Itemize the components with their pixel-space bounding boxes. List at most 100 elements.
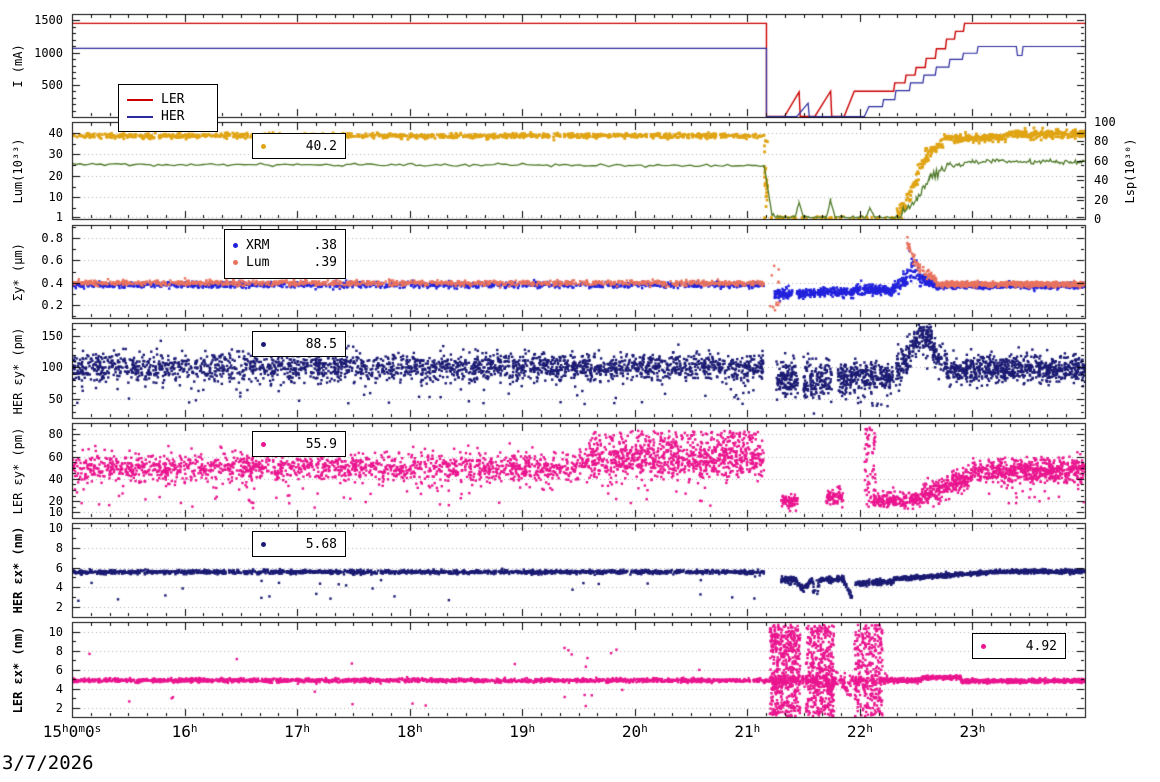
legend-label: HER xyxy=(161,109,185,124)
time-tick-text: 15 xyxy=(42,722,63,741)
time-unit-sup: h xyxy=(641,722,648,735)
legend-item: 4.92 xyxy=(981,639,1057,654)
y-tick-label: 0.8 xyxy=(41,231,63,246)
y2-axis-label: Lsp(10³⁰) xyxy=(1123,137,1137,204)
time-tick-text: 0 xyxy=(84,722,95,741)
legend-dot-icon xyxy=(261,541,266,547)
time-tick-text: 20 xyxy=(621,722,642,741)
time-unit-sup: s xyxy=(94,722,102,735)
legend-item: XRM .38 xyxy=(233,238,337,253)
y-tick-label: 1500 xyxy=(34,13,63,28)
y-axis-label: LER εy* (pm) xyxy=(11,427,25,514)
legend-her-ex: 5.68 xyxy=(252,531,346,557)
legend-value: 4.92 xyxy=(1025,638,1057,654)
y-tick-label: 20 xyxy=(48,168,63,183)
legend-line-icon xyxy=(127,115,153,118)
legend-item: 40.2 xyxy=(261,139,337,154)
legend-value: .39 xyxy=(313,255,337,270)
y2-tick-label: 80 xyxy=(1094,134,1109,149)
legend-dot-icon xyxy=(233,260,238,265)
legend-dot-icon xyxy=(981,643,986,649)
x-tick-label: 20h xyxy=(622,722,648,741)
time-unit-sup: m xyxy=(78,722,85,735)
y-tick-label: 10 xyxy=(48,624,63,639)
legend-luminosity: 40.2 xyxy=(252,133,346,159)
y-tick-label: 500 xyxy=(41,77,63,92)
time-tick-text: 17 xyxy=(284,722,304,741)
y-tick-label: 0.6 xyxy=(41,253,63,268)
y-tick-label: 50 xyxy=(48,392,63,406)
y-tick-label: 2 xyxy=(55,700,63,715)
legend-label: XRM xyxy=(246,238,270,253)
time-unit-sup: h xyxy=(978,722,986,735)
y-axis-label: HER εx* (nm) xyxy=(11,526,25,614)
legend-value: 88.5 xyxy=(305,336,337,352)
time-unit-sup: h xyxy=(190,722,198,735)
x-tick-label: 17h xyxy=(284,722,310,741)
y-tick-label: 6 xyxy=(55,662,63,677)
date-label: 3/7/2026 xyxy=(2,752,94,774)
time-unit-sup: h xyxy=(62,722,69,735)
legend-item: 55.9 xyxy=(261,437,337,452)
legend-dot-icon xyxy=(261,341,266,347)
y-tick-label: 4 xyxy=(55,681,63,696)
time-unit-sup: h xyxy=(753,722,761,735)
y-tick-label: 150 xyxy=(41,328,63,343)
y-tick-label: 8 xyxy=(55,540,63,555)
y-axis-label: Lum(10³³) xyxy=(11,137,25,204)
legend-item: Lum .39 xyxy=(233,255,337,270)
y-tick-label: 40 xyxy=(48,471,63,486)
legend-dot-icon xyxy=(261,143,266,149)
y-tick-label: 60 xyxy=(48,449,63,464)
legend-beam-current: LER HER xyxy=(118,84,218,132)
y2-tick-label: 0 xyxy=(1094,212,1102,226)
legend-line-icon xyxy=(127,98,153,101)
legend-value: 40.2 xyxy=(305,138,337,154)
y-tick-label: 6 xyxy=(55,560,63,575)
legend-dot-icon xyxy=(261,441,266,447)
legend-dot-icon xyxy=(233,243,238,248)
time-tick-text: 21 xyxy=(734,722,754,741)
y-tick-label: 0.4 xyxy=(41,275,63,290)
x-tick-label: 21h xyxy=(734,722,760,741)
time-tick-text: 0 xyxy=(68,722,79,741)
time-unit-sup: h xyxy=(303,722,311,735)
legend-label: Lum xyxy=(246,255,270,270)
legend-item: LER xyxy=(127,92,209,107)
y-tick-label: 10 xyxy=(48,505,63,520)
x-tick-label: 19h xyxy=(509,722,535,741)
y-tick-label: 30 xyxy=(48,147,63,162)
y-tick-label: 80 xyxy=(48,427,63,442)
time-tick-text: 22 xyxy=(846,722,867,741)
legend-value: 5.68 xyxy=(305,536,337,552)
legend-item: HER xyxy=(127,109,209,124)
y2-tick-label: 40 xyxy=(1094,173,1109,188)
x-tick-label: 23h xyxy=(959,722,985,741)
y-tick-label: 1 xyxy=(55,209,63,224)
time-tick-text: 18 xyxy=(396,722,416,741)
time-unit-sup: h xyxy=(528,722,536,735)
legend-item: 88.5 xyxy=(261,337,337,352)
y-tick-label: 2 xyxy=(55,600,63,615)
y-axis-label: I (mA) xyxy=(11,43,25,88)
y-tick-label: 20 xyxy=(48,494,63,509)
y-axis-label: Σy* (μm) xyxy=(11,242,25,301)
y-tick-label: 100 xyxy=(41,360,63,375)
time-tick-text: 23 xyxy=(959,722,979,741)
time-tick-text: 19 xyxy=(509,722,529,741)
x-tick-label: 16h xyxy=(172,722,198,741)
y2-tick-label: 100 xyxy=(1094,115,1116,129)
y-tick-label: 10 xyxy=(48,190,63,205)
legend-ler-ex: 4.92 xyxy=(972,633,1066,659)
x-tick-label: 22h xyxy=(847,722,873,741)
legend-her-ey: 88.5 xyxy=(252,331,346,357)
y-axis-label: LER εx* (nm) xyxy=(11,626,25,713)
time-tick-text: 16 xyxy=(171,722,191,741)
legend-label: LER xyxy=(161,92,185,107)
y-tick-label: 4 xyxy=(55,580,63,595)
y-tick-label: 8 xyxy=(55,643,63,658)
legend-value: .38 xyxy=(313,238,337,253)
y-tick-label: 1000 xyxy=(34,45,63,60)
